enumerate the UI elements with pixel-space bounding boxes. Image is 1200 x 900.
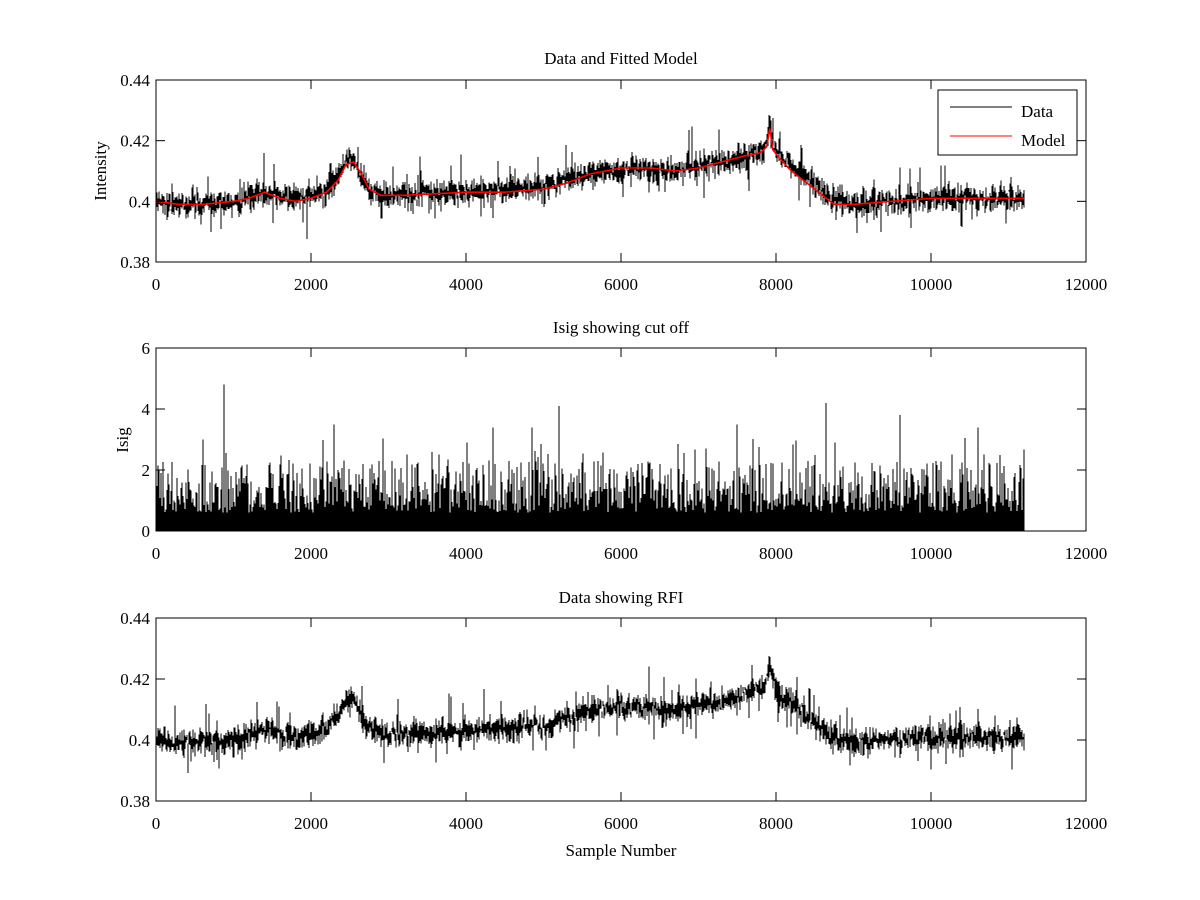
- panel-1-ticks: 0 2000 4000 6000 8000 10000 12000 0.38 0.4 0.42 0.…: [120, 71, 1107, 294]
- panel-2-xtick-label: 12000: [1065, 544, 1108, 563]
- legend-box: [937, 89, 1078, 156]
- panel-1-ytick-label: 0.42: [120, 132, 150, 151]
- panel-1-xtick-label: 10000: [910, 275, 953, 294]
- panel-1-ytick-label: 0.44: [120, 71, 150, 90]
- panel-2-series-line-1: [155, 384, 1025, 531]
- panel-2-xtick-label: 6000: [604, 544, 638, 563]
- panel-1: 0 2000 4000 6000 8000 10000 12000 0.38 0.4 0.42 0.…: [91, 49, 1107, 294]
- panel-3-xtick-label: 6000: [604, 814, 638, 833]
- panel-2-ytick-label: 2: [142, 461, 151, 480]
- panel-2-ticks: 0 2000 4000 6000 8000 10000 12000 0 2 4 6: [142, 339, 1108, 563]
- panel-1-title: Data and Fitted Model: [544, 49, 698, 68]
- panel-3-title: Data showing RFI: [559, 588, 684, 607]
- panel-3-xtick-label: 10000: [910, 814, 953, 833]
- panel-3: 0 2000 4000 6000 8000 10000 12000 0.38 0.4 0.42 0.…: [120, 588, 1107, 860]
- panel-1-xtick-label: 8000: [759, 275, 793, 294]
- panel-2: 0 2000 4000 6000 8000 10000 12000 0 2 4 6 Isig sho…: [113, 318, 1107, 563]
- panel-2-xtick-label: 4000: [449, 544, 483, 563]
- panel-2-plot-area: [155, 384, 1025, 531]
- legend-entry-data: Data: [1021, 102, 1054, 121]
- panel-3-plot-area: [155, 656, 1025, 773]
- panel-1-xtick-label: 6000: [604, 275, 638, 294]
- panel-3-ytick-label: 0.38: [120, 792, 150, 811]
- panel-3-xtick-label: 4000: [449, 814, 483, 833]
- panel-1-ytick-label: 0.4: [129, 192, 151, 211]
- panel-3-xtick-label: 0: [152, 814, 161, 833]
- legend-entry-model: Model: [1021, 131, 1066, 150]
- panel-3-xlabel: Sample Number: [566, 841, 677, 860]
- panel-1-plot-area: [155, 114, 1025, 239]
- panel-3-ytick-label: 0.44: [120, 609, 150, 628]
- panel-2-title: Isig showing cut off: [553, 318, 689, 337]
- panel-1-xtick-label: 4000: [449, 275, 483, 294]
- panel-1-xtick-label: 2000: [294, 275, 328, 294]
- panel-1-xtick-label: 12000: [1065, 275, 1108, 294]
- panel-2-ytick-label: 4: [142, 400, 151, 419]
- panel-3-series-line-1: [155, 656, 1025, 773]
- panel-3-ytick-label: 0.42: [120, 670, 150, 689]
- panel-2-ytick-label: 6: [142, 339, 151, 358]
- panel-3-ticks: 0 2000 4000 6000 8000 10000 12000 0.38 0.4 0.42 0.…: [120, 609, 1107, 833]
- panel-3-axes: [155, 617, 1087, 802]
- panel-1-ytick-label: 0.38: [120, 253, 150, 272]
- panel-2-xtick-label: 8000: [759, 544, 793, 563]
- panel-3-xtick-label: 8000: [759, 814, 793, 833]
- panel-3-xtick-label: 2000: [294, 814, 328, 833]
- panel-2-ytick-label: 0: [142, 522, 151, 541]
- panel-1-xtick-label: 0: [152, 275, 161, 294]
- panel-1-ylabel: Intensity: [91, 141, 110, 201]
- panel-1-series-model: [155, 128, 1024, 206]
- panel-2-xtick-label: 2000: [294, 544, 328, 563]
- panel-3-ytick-label: 0.4: [129, 731, 151, 750]
- panel-2-ylabel: Isig: [113, 427, 132, 453]
- legend: Data Model: [937, 89, 1078, 156]
- panel-2-xtick-label: 0: [152, 544, 161, 563]
- panel-3-xtick-label: 12000: [1065, 814, 1108, 833]
- panel-2-xtick-label: 10000: [910, 544, 953, 563]
